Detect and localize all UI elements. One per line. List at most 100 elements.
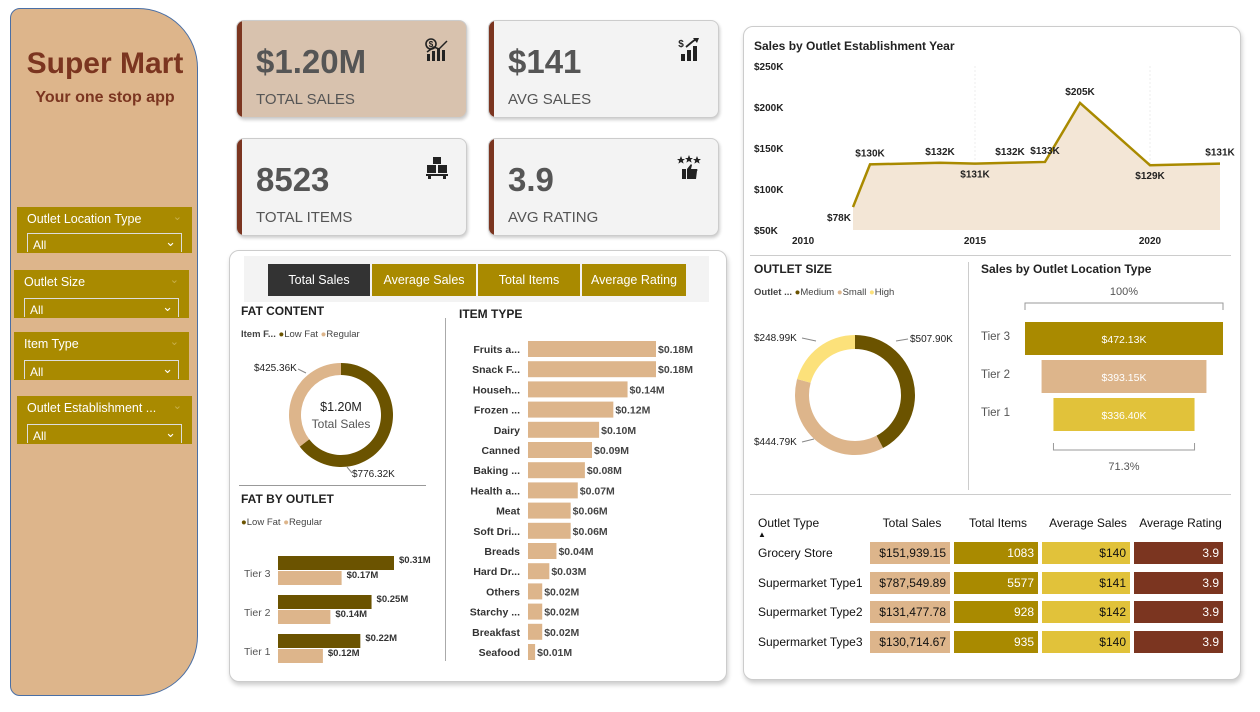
bar xyxy=(528,401,614,418)
legend-regular: Regular xyxy=(288,517,323,528)
table-cell: 3.9 xyxy=(1134,542,1223,564)
sort-ascending-icon[interactable]: ▲ xyxy=(758,530,766,539)
category-label: Soft Dri... xyxy=(473,526,520,538)
legend-low-fat: Low Fat xyxy=(246,517,281,528)
chart-dollar-icon: $ xyxy=(425,38,448,61)
slicer-dropdown[interactable]: All ⌄ xyxy=(24,298,179,317)
slicer-title: Outlet Size xyxy=(24,275,86,289)
leader-line xyxy=(801,337,817,342)
bar xyxy=(528,442,592,458)
category-label: Tier 1 xyxy=(244,646,271,658)
rating-thumb-icon xyxy=(677,155,701,179)
bar xyxy=(528,563,550,580)
legend-dot: ● xyxy=(868,287,875,298)
donut-slice-high xyxy=(797,335,855,383)
collapse-chevron-icon[interactable]: ⌄ xyxy=(169,336,179,348)
establishment-year-area-chart: $250K $200K $150K $100K $50K 2010 2015 2020 $78K… xyxy=(754,62,1236,247)
location-type-title: Sales by Outlet Location Type xyxy=(981,262,1152,276)
bar xyxy=(528,421,600,438)
slicer-title: Item Type xyxy=(24,337,79,351)
slicer-outlet-establishment: Outlet Establishment ... ⌄ All ⌄ xyxy=(17,396,192,444)
slicer-value: All xyxy=(33,238,47,252)
divider xyxy=(968,262,969,490)
legend-dot: ● xyxy=(278,329,285,340)
x-tick-label: 2015 xyxy=(964,236,987,247)
table-row[interactable]: Supermarket Type1 $787,549.89 5577 $141 3.9 xyxy=(752,571,1227,594)
data-label: $507.90K xyxy=(910,334,953,345)
table-row[interactable]: Supermarket Type3 $130,714.67 935 $140 3.9 xyxy=(752,630,1227,653)
table-cell: Supermarket Type3 xyxy=(758,634,863,649)
column-header-total-items[interactable]: Total Items xyxy=(968,516,1028,530)
y-tick-label: $50K xyxy=(754,226,779,237)
data-label: $0.31M xyxy=(399,555,431,566)
funnel-bar xyxy=(1025,322,1223,355)
data-label: $0.02M xyxy=(544,627,579,639)
metric-button-total-sales[interactable]: Total Sales xyxy=(268,264,370,296)
kpi-card-avg-rating[interactable]: 3.9 AVG RATING xyxy=(488,138,719,236)
divider xyxy=(750,494,1231,495)
collapse-chevron-icon[interactable]: ⌄ xyxy=(172,211,182,223)
data-label: $0.14M xyxy=(630,384,665,396)
outlet-size-legend: Outlet ... ●Medium ●Small ●High xyxy=(754,287,894,298)
table-cell: 3.9 xyxy=(1134,630,1223,653)
data-label: $248.99K xyxy=(754,333,797,344)
data-label: $129K xyxy=(1135,171,1165,182)
category-label: Canned xyxy=(481,445,520,457)
table-cell: Supermarket Type1 xyxy=(758,575,863,590)
column-header-outlet-type[interactable]: Outlet Type xyxy=(758,516,820,530)
collapse-chevron-icon[interactable]: ⌄ xyxy=(172,400,182,412)
kpi-value: $1.20M xyxy=(256,43,367,80)
bar xyxy=(528,502,571,519)
legend-low-fat: Low Fat xyxy=(284,329,319,340)
category-label: Health a... xyxy=(470,485,520,497)
slicer-dropdown[interactable]: All ⌄ xyxy=(27,424,182,443)
slicer-item-type: Item Type ⌄ All ⌄ xyxy=(14,332,189,380)
table-row[interactable]: Supermarket Type2 $131,477.78 928 $142 3.9 xyxy=(752,601,1227,624)
metric-button-average-sales[interactable]: Average Sales xyxy=(372,264,476,296)
table-cell: $140 xyxy=(1042,630,1130,653)
leader-line xyxy=(895,338,909,342)
data-label: $0.01M xyxy=(537,647,572,659)
kpi-value: $141 xyxy=(508,43,582,80)
legend-title: Item F... xyxy=(241,329,276,340)
slicer-value: All xyxy=(30,303,44,317)
metric-button-average-rating[interactable]: Average Rating xyxy=(582,264,686,296)
fat-by-outlet-bar-chart: Tier 3 $0.31M $0.17M Tier 2 $0.25M $0.14M Tier… xyxy=(244,555,431,663)
bar xyxy=(528,543,557,559)
column-header-average-sales[interactable]: Average Sales xyxy=(1049,516,1127,530)
legend-title: Outlet ... xyxy=(754,287,792,298)
table-cell: 1083 xyxy=(954,542,1038,564)
table-row[interactable]: Grocery Store $151,939.15 1083 $140 3.9 xyxy=(752,542,1227,564)
slicer-dropdown[interactable]: All ⌄ xyxy=(27,233,182,252)
kpi-card-avg-sales[interactable]: $141 AVG SALES $ xyxy=(488,20,719,118)
funnel-bar xyxy=(1041,360,1207,393)
slicer-value: All xyxy=(30,365,44,379)
collapse-chevron-icon[interactable]: ⌄ xyxy=(169,274,179,286)
kpi-card-total-items[interactable]: 8523 TOTAL ITEMS xyxy=(236,138,467,236)
metric-button-total-items[interactable]: Total Items xyxy=(478,264,580,296)
bar xyxy=(528,522,571,539)
table-cell: Supermarket Type2 xyxy=(758,605,863,620)
column-header-average-rating[interactable]: Average Rating xyxy=(1139,516,1222,530)
data-label: $0.08M xyxy=(587,465,622,477)
bar-low-fat xyxy=(278,634,361,648)
legend-dot: ● xyxy=(794,287,801,298)
item-type-bar-chart: Fruits a... $0.18M Snack F... $0.18M Househ.… xyxy=(470,341,693,660)
slicer-value: All xyxy=(33,429,47,443)
kpi-card-total-sales[interactable]: $1.20M TOTAL SALES $ xyxy=(236,20,467,118)
data-label: $0.17M xyxy=(347,570,379,581)
category-label: Seafood xyxy=(479,647,520,659)
table-cell: $151,939.15 xyxy=(870,542,950,564)
data-label: $0.06M xyxy=(573,506,608,518)
column-header-total-sales[interactable]: Total Sales xyxy=(882,516,942,530)
data-label: $425.36K xyxy=(254,363,297,374)
legend-dot: ● xyxy=(836,287,843,298)
series-line xyxy=(851,100,1221,208)
category-label: Hard Dr... xyxy=(473,566,520,578)
slicer-dropdown[interactable]: All ⌄ xyxy=(24,360,179,379)
leader-line xyxy=(801,438,815,443)
bar-low-fat xyxy=(278,595,372,609)
table-cell: 935 xyxy=(954,630,1038,653)
item-type-title: ITEM TYPE xyxy=(459,307,523,321)
category-label: Frozen ... xyxy=(474,405,520,417)
